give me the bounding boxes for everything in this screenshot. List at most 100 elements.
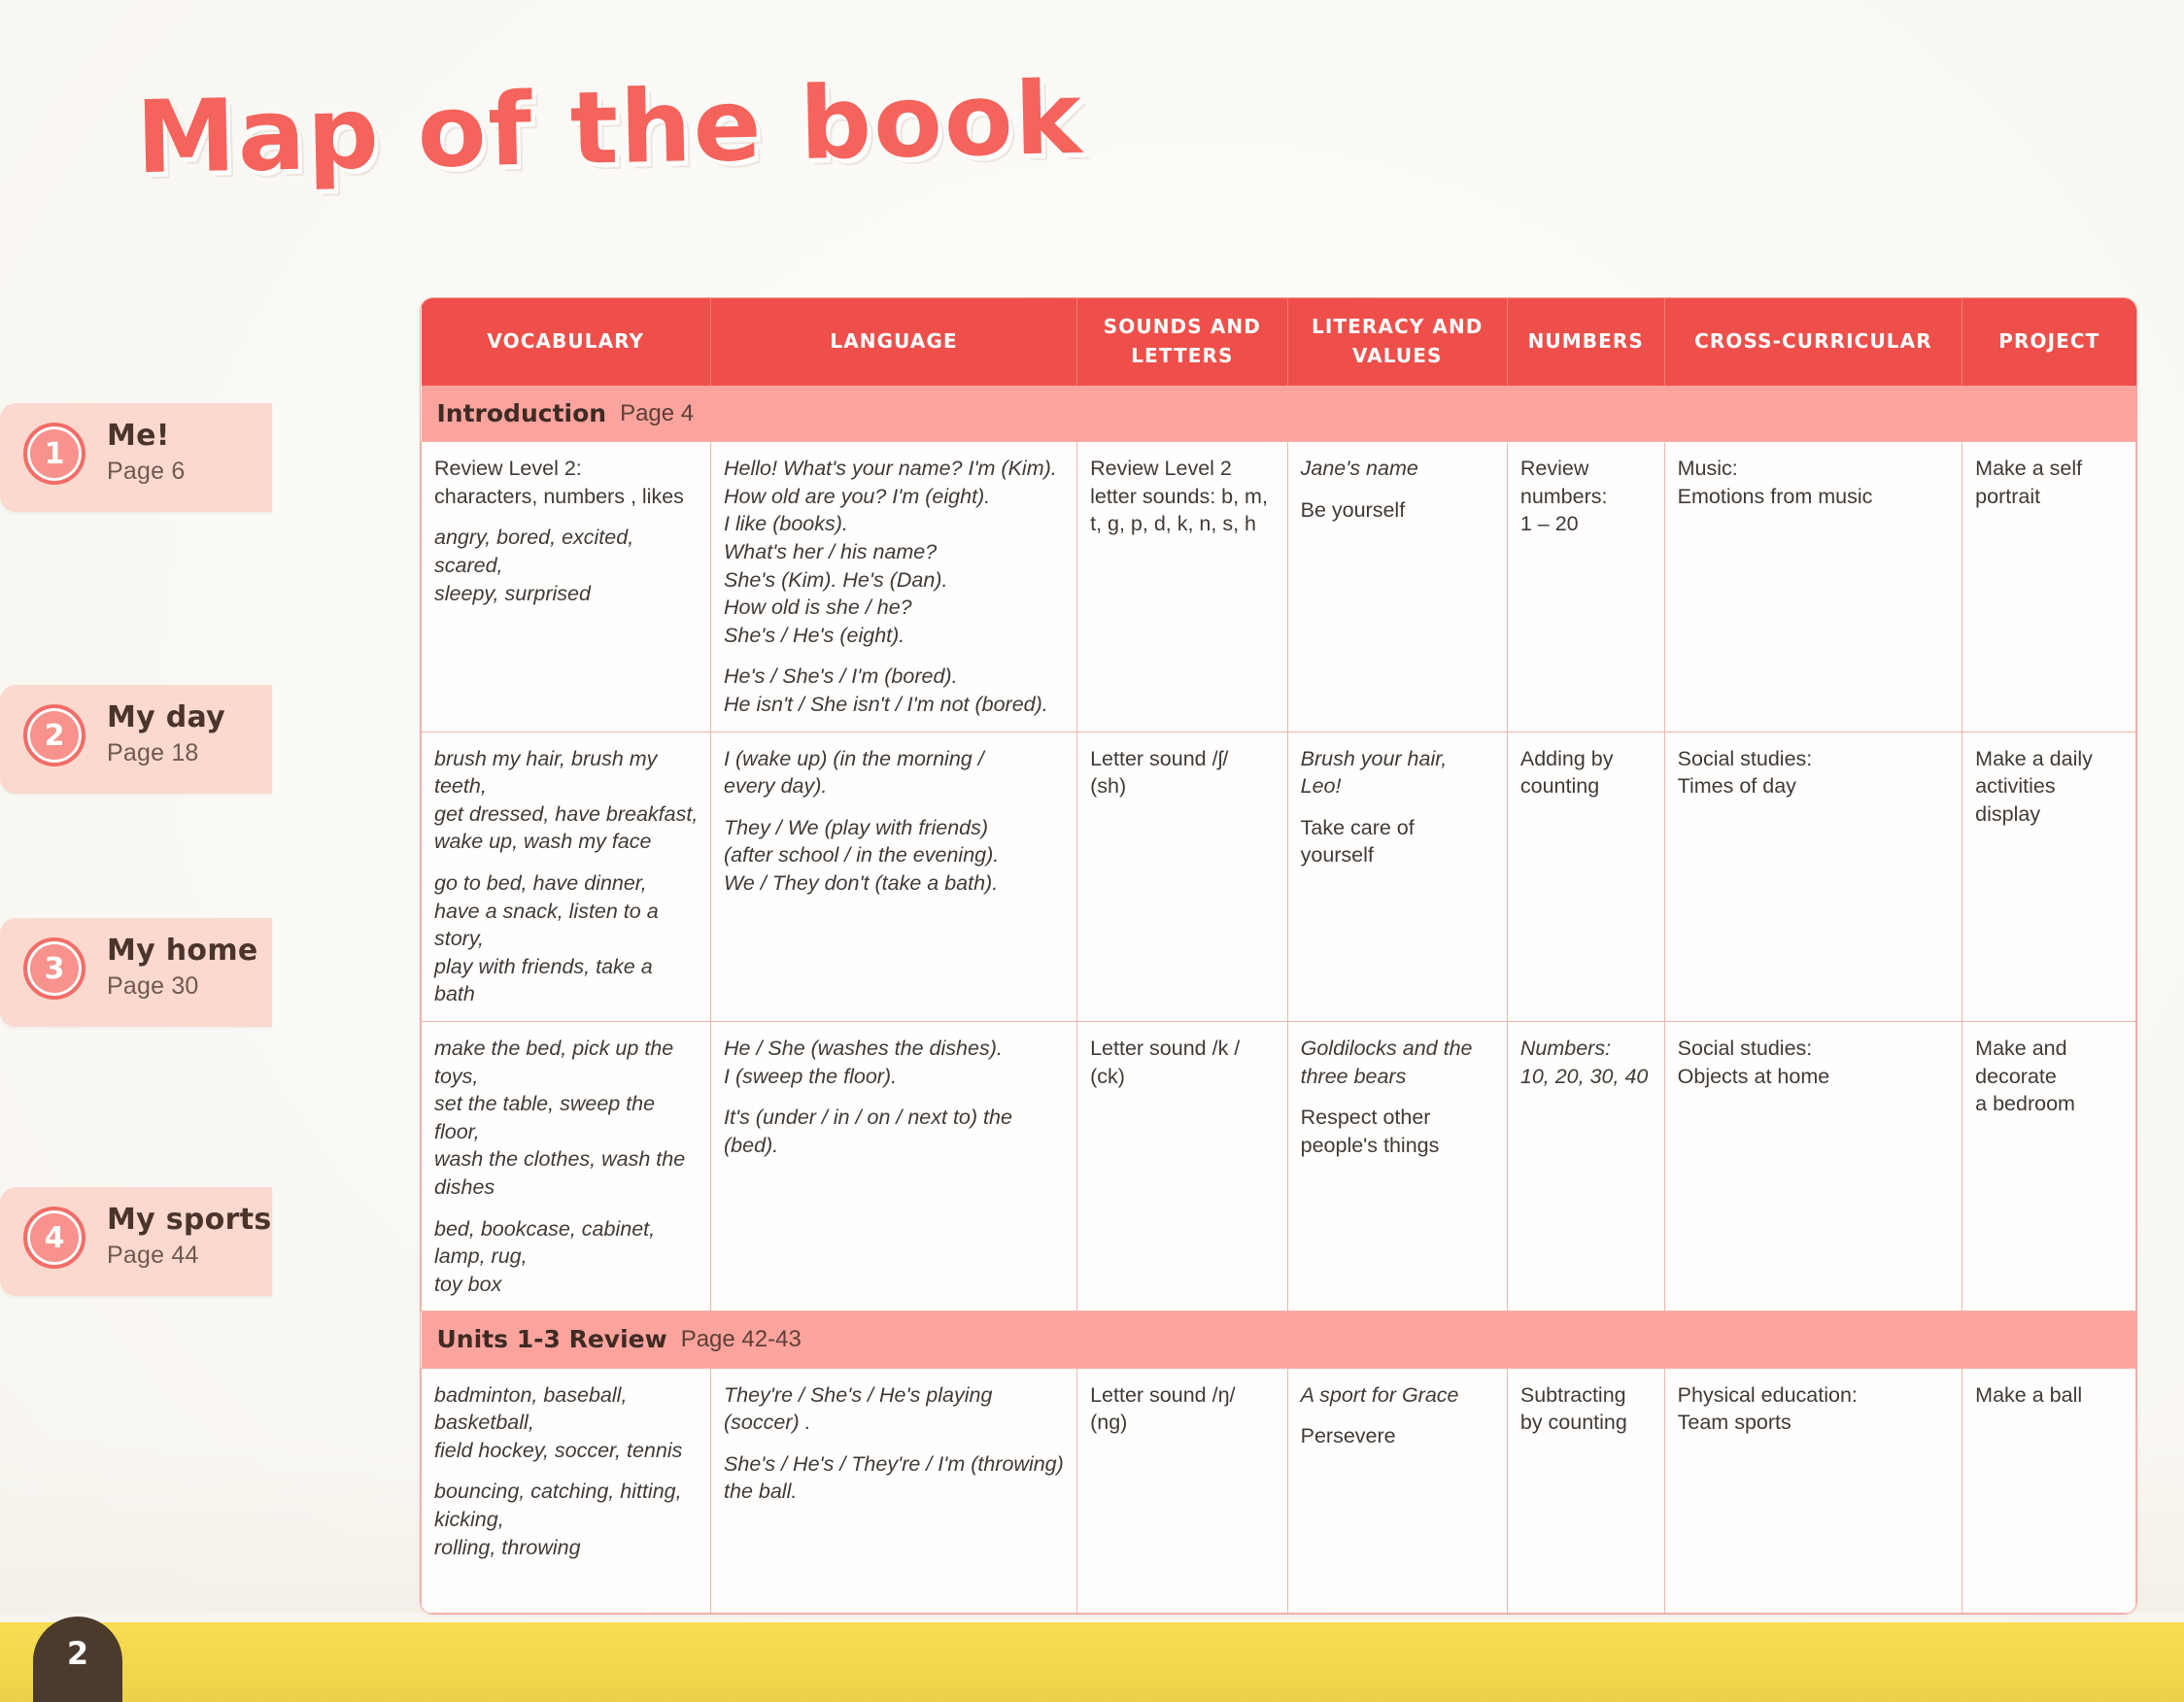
unit-page-label: Page 44: [107, 1241, 199, 1269]
cell-literacy-and-values: Goldilocks and the three bears Respect o…: [1286, 1020, 1508, 1312]
cell-text: Review Level 2: characters, numbers , li…: [434, 457, 684, 508]
cell-text: Make a ball: [1975, 1382, 2083, 1407]
cell-text: He's / She's / I'm (bored). He isn't / S…: [724, 664, 1048, 716]
cell-text: A sport for Grace: [1300, 1382, 1459, 1407]
cell-text: He / She (washes the dishes). I (sweep t…: [724, 1036, 1003, 1088]
cell-text: Take care of yourself: [1300, 815, 1415, 868]
unit-title: Me!: [107, 419, 170, 453]
cell-text: They're / She's / He's playing (soccer) …: [724, 1382, 993, 1435]
unit-tab-2[interactable]: 2 My day Page 18: [0, 685, 272, 794]
cell-text: Review Level 2 letter sounds: b, m, t, g…: [1090, 457, 1268, 536]
cell-cross-curricular: Social studies: Times of day: [1663, 731, 1963, 1022]
column-header-project: PROJECT: [1962, 298, 2136, 386]
cell-cross-curricular: Music: Emotions from music: [1663, 441, 1963, 732]
cell-text: Goldilocks and the three bears: [1300, 1036, 1473, 1088]
cell-numbers: Numbers: 10, 20, 30, 40: [1506, 1020, 1665, 1312]
cell-text: brush my hair, brush my teeth, get dress…: [434, 746, 699, 854]
cell-text: Social studies: Times of day: [1677, 746, 1813, 799]
cell-text: I (wake up) (in the morning / every day)…: [724, 746, 984, 799]
cell-project: Make and decorate a bedroom: [1962, 1020, 2136, 1312]
unit-tab-3[interactable]: 3 My home Page 30: [0, 918, 272, 1027]
table-row: Review Level 2: characters, numbers , li…: [421, 441, 2136, 732]
table-row: badminton, baseball, basketball, field h…: [421, 1367, 2136, 1614]
cell-text: Review numbers: 1 – 20: [1519, 457, 1608, 536]
unit-tab-4[interactable]: 4 My sports Page 44: [0, 1187, 272, 1296]
cell-vocabulary: Review Level 2: characters, numbers , li…: [421, 441, 712, 732]
cell-text: badminton, baseball, basketball, field h…: [434, 1382, 683, 1462]
unit-page-label: Page 18: [107, 738, 199, 766]
table-header-row: VOCABULARY LANGUAGE SOUNDS AND LETTERS L…: [421, 298, 2136, 386]
cell-project: Make a ball: [1962, 1367, 2136, 1614]
unit-tab-1[interactable]: 1 Me! Page 6: [0, 403, 272, 512]
cell-cross-curricular: Social studies: Objects at home: [1663, 1020, 1963, 1312]
cell-project: Make a self portrait: [1962, 441, 2136, 732]
footer-band: [0, 1622, 2184, 1702]
column-header-numbers: NUMBERS: [1507, 298, 1665, 386]
cell-text: Letter sound /k / (ck): [1090, 1036, 1241, 1088]
cell-language: He / She (washes the dishes). I (sweep t…: [710, 1020, 1078, 1312]
cell-numbers: Review numbers: 1 – 20: [1506, 441, 1665, 732]
cell-text: They / We (play with friends) (after sch…: [724, 815, 1000, 895]
cell-text: Make a daily activities display: [1975, 746, 2093, 826]
cell-numbers: Subtracting by counting: [1506, 1367, 1665, 1614]
cell-text: Physical education: Team sports: [1677, 1382, 1858, 1435]
cell-sounds-and-letters: Review Level 2 letter sounds: b, m, t, g…: [1076, 441, 1288, 732]
column-header-sounds-and-letters: SOUNDS AND LETTERS: [1076, 298, 1288, 386]
cell-text: Adding by counting: [1519, 746, 1614, 799]
cell-language: Hello! What's your name? I'm (Kim). How …: [710, 441, 1078, 732]
cell-text: Letter sound /ʃ/ (sh): [1090, 746, 1229, 799]
section-band-units-1-3-review: Units 1-3 Review Page 42-43: [421, 1311, 2136, 1369]
band-page-label: Page 4: [620, 399, 695, 426]
unit-page-label: Page 6: [107, 457, 186, 485]
column-header-vocabulary: VOCABULARY: [421, 298, 712, 386]
cell-vocabulary: badminton, baseball, basketball, field h…: [421, 1367, 712, 1614]
band-page-label: Page 42-43: [680, 1325, 802, 1352]
cell-sounds-and-letters: Letter sound /ʃ/ (sh): [1076, 731, 1288, 1022]
cell-vocabulary: brush my hair, brush my teeth, get dress…: [421, 731, 712, 1022]
cell-text: Make a self portrait: [1975, 457, 2083, 508]
cell-text: Brush your hair, Leo!: [1300, 746, 1448, 799]
cell-text: Subtracting by counting: [1519, 1382, 1627, 1435]
column-header-literacy-and-values: LITERACY AND VALUES: [1287, 298, 1508, 386]
unit-number-badge: 2: [23, 704, 85, 766]
cell-text: angry, bored, excited, scared, sleepy, s…: [434, 526, 634, 605]
cell-literacy-and-values: Jane's name Be yourself: [1286, 441, 1508, 732]
cell-language: I (wake up) (in the morning / every day)…: [710, 731, 1078, 1022]
cell-text: go to bed, have dinner, have a snack, li…: [434, 870, 659, 1006]
column-header-cross-curricular: CROSS-CURRICULAR: [1664, 298, 1963, 386]
cell-numbers: Adding by counting: [1506, 731, 1665, 1022]
page-title: Map of the book: [134, 59, 1085, 197]
cell-text: Social studies: Objects at home: [1677, 1036, 1830, 1088]
cell-text: Letter sound /ŋ/ (ng): [1090, 1382, 1236, 1435]
cell-text: She's / He's / They're / I'm (throwing) …: [724, 1451, 1064, 1504]
cell-cross-curricular: Physical education: Team sports: [1663, 1367, 1963, 1614]
map-of-the-book-table: VOCABULARY LANGUAGE SOUNDS AND LETTERS L…: [420, 297, 2137, 1615]
unit-title: My day: [107, 700, 226, 734]
cell-text: Music: Emotions from music: [1677, 457, 1873, 508]
cell-sounds-and-letters: Letter sound /ŋ/ (ng): [1076, 1367, 1288, 1614]
cell-text: Persevere: [1300, 1424, 1396, 1448]
page-number: 2: [33, 1617, 122, 1702]
cell-text: Respect other people's things: [1300, 1106, 1440, 1157]
cell-text: bouncing, catching, hitting, kicking, ro…: [434, 1480, 682, 1559]
cell-language: They're / She's / He's playing (soccer) …: [710, 1367, 1078, 1614]
section-band-introduction: Introduction Page 4: [421, 386, 2136, 442]
unit-page-label: Page 30: [107, 971, 199, 1000]
unit-title: My sports: [107, 1203, 272, 1237]
table-row: make the bed, pick up the toys, set the …: [421, 1020, 2136, 1312]
unit-number-badge: 4: [23, 1207, 85, 1269]
column-header-language: LANGUAGE: [710, 298, 1078, 386]
cell-literacy-and-values: Brush your hair, Leo! Take care of yours…: [1286, 731, 1508, 1022]
unit-number-badge: 1: [23, 423, 85, 485]
cell-project: Make a daily activities display: [1962, 731, 2136, 1022]
cell-text: Numbers: 10, 20, 30, 40: [1519, 1036, 1649, 1088]
cell-text: make the bed, pick up the toys, set the …: [434, 1036, 686, 1199]
cell-text: bed, bookcase, cabinet, lamp, rug, toy b…: [434, 1216, 656, 1296]
unit-number-badge: 3: [23, 937, 85, 1000]
band-title: Units 1-3 Review: [436, 1325, 667, 1354]
cell-text: Hello! What's your name? I'm (Kim). How …: [724, 457, 1057, 647]
cell-text: Be yourself: [1300, 497, 1406, 522]
cell-sounds-and-letters: Letter sound /k / (ck): [1076, 1020, 1288, 1312]
cell-literacy-and-values: A sport for Grace Persevere: [1286, 1367, 1508, 1614]
table-row: brush my hair, brush my teeth, get dress…: [421, 731, 2136, 1022]
